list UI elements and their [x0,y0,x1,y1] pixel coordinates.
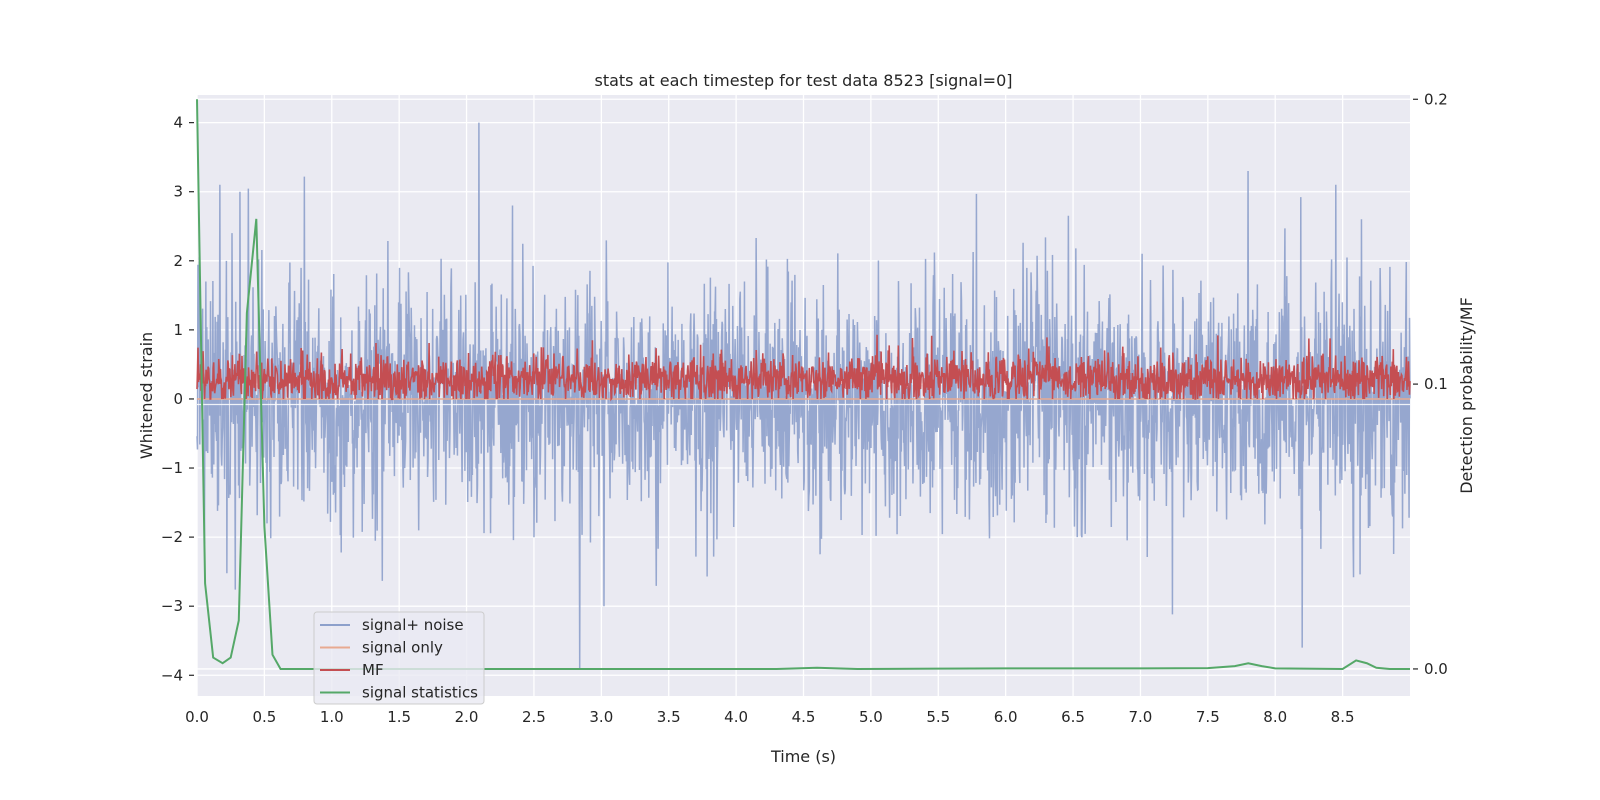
y-tick-label: 0 [173,390,183,408]
y-axis-label: Whitened strain [137,332,156,459]
y-tick-label: −4 [161,666,183,684]
x-tick-label: 5.5 [926,708,950,726]
series-layer [196,99,1411,670]
y-tick-label: 4 [173,114,183,132]
y2-tick-label: 0.1 [1424,375,1448,393]
x-tick-label: 7.0 [1129,708,1153,726]
series-mf [196,334,1411,402]
legend-label: signal only [362,639,443,657]
y-tick-label: 2 [173,252,183,270]
y2-axis-label: Detection probability/MF [1457,297,1476,494]
x-tick-label: 8.5 [1331,708,1355,726]
x-tick-label: 0.5 [252,708,276,726]
x-tick-label: 1.0 [320,708,344,726]
series-signal-statistics [196,99,1410,670]
y2-tick-label: 0.2 [1424,90,1448,108]
legend-label: MF [362,661,384,679]
y2-tick-label: 0.0 [1424,660,1448,678]
x-tick-label: 3.0 [589,708,613,726]
series-signal-noise [196,122,1411,669]
legend-box [313,611,485,705]
x-tick-label: 3.5 [657,708,681,726]
x-tick-label: 2.5 [522,708,546,726]
x-tick-label: 6.0 [994,708,1018,726]
x-tick-label: 4.0 [724,708,748,726]
axis-ticks: 0.0 0.5 1.0 1.5 2.0 2.5 3.0 3.5 4.0 4.5 5.0 5.5 6.0 6… [161,90,1448,726]
x-tick-label: 5.0 [859,708,883,726]
chart-title: stats at each timestep for test data 852… [594,71,1012,90]
y-tick-label: −3 [161,597,183,615]
y-tick-label: −2 [161,528,183,546]
x-tick-label: 1.5 [387,708,411,726]
y-tick-label: 3 [173,183,183,201]
x-tick-label: 4.5 [792,708,816,726]
legend: signal+ noise signal only MF signal statist… [313,611,485,705]
legend-label: signal statistics [362,684,478,702]
x-tick-label: 6.5 [1061,708,1085,726]
y-tick-label: 1 [173,321,183,339]
x-tick-label: 2.0 [455,708,479,726]
legend-label: signal+ noise [362,616,464,634]
x-tick-label: 0.0 [185,708,209,726]
x-tick-label: 8.0 [1263,708,1287,726]
x-axis-label: Time (s) [770,747,836,766]
y-tick-label: −1 [161,459,183,477]
x-tick-label: 7.5 [1196,708,1220,726]
